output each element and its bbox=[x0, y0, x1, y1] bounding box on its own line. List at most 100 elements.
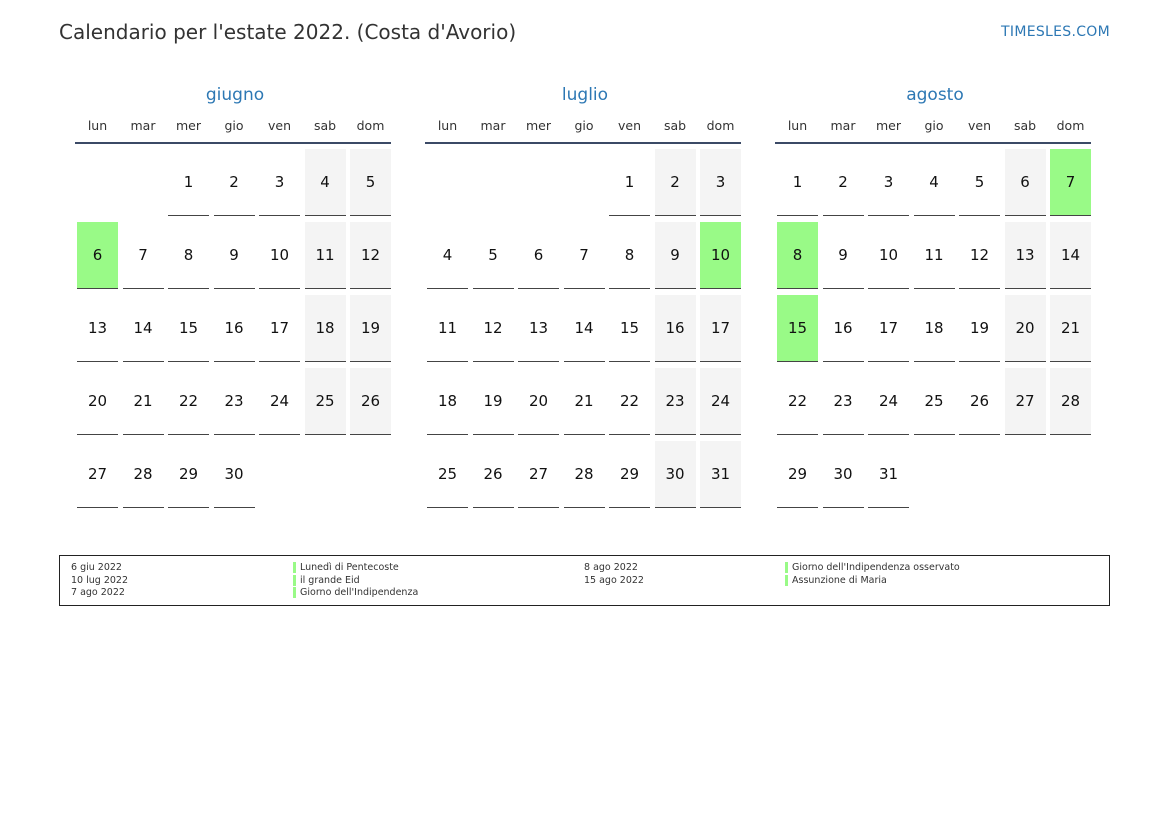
legend-holiday-name: Assunzione di Maria bbox=[785, 574, 887, 586]
day-cell: 29 bbox=[609, 441, 650, 508]
day-grid: 1 2 3 4 5 6 7 8 9 10 11 12 13 14 15 16 17 18 19 20 21 22 23 24 2… bbox=[777, 144, 1093, 510]
weekday-header: lun mar mer gio ven sab dom bbox=[425, 108, 741, 144]
holiday-day-cell: 10 bbox=[700, 222, 741, 289]
holiday-day-cell: 6 bbox=[77, 222, 118, 289]
month-agosto: agosto lun mar mer gio ven sab dom 1 2 3 4 5 6 7 8 9 10 11… bbox=[775, 82, 1093, 510]
day-cell: 13 bbox=[518, 295, 559, 362]
weekday-label: dom bbox=[356, 118, 385, 133]
day-cell: 26 bbox=[350, 368, 391, 435]
day-cell: 28 bbox=[563, 441, 605, 508]
day-cell: 18 bbox=[427, 368, 468, 435]
day-cell: 16 bbox=[654, 295, 696, 362]
day-cell: 24 bbox=[700, 368, 741, 435]
legend-date: 10 lug 2022 bbox=[71, 574, 128, 586]
day-cell: 7 bbox=[122, 222, 164, 289]
day-cell: 12 bbox=[472, 295, 514, 362]
day-cell: 22 bbox=[609, 368, 650, 435]
day-cell: 27 bbox=[77, 441, 118, 508]
day-cell: 21 bbox=[122, 368, 164, 435]
weekday-label: ven bbox=[617, 118, 641, 133]
page-title: Calendario per l'estate 2022. (Costa d'A… bbox=[59, 20, 517, 44]
weekday-label: lun bbox=[787, 118, 808, 133]
day-cell: 10 bbox=[868, 222, 909, 289]
day-cell: 6 bbox=[518, 222, 559, 289]
day-cell: 26 bbox=[959, 368, 1000, 435]
day-cell: 13 bbox=[1004, 222, 1046, 289]
legend-holiday-name: Lunedì di Pentecoste bbox=[293, 562, 399, 573]
weekday-label: sab bbox=[663, 118, 687, 133]
weekday-header: lun mar mer gio ven sab dom bbox=[75, 108, 391, 144]
day-cell: 13 bbox=[77, 295, 118, 362]
day-cell: 18 bbox=[304, 295, 346, 362]
day-cell: 8 bbox=[168, 222, 209, 289]
day-cell: 23 bbox=[822, 368, 864, 435]
site-link[interactable]: TIMESLES.COM bbox=[1001, 24, 1110, 40]
weekday-label: mar bbox=[830, 118, 856, 133]
day-cell: 22 bbox=[168, 368, 209, 435]
day-cell: 8 bbox=[609, 222, 650, 289]
weekday-label: gio bbox=[574, 118, 594, 133]
day-cell: 21 bbox=[563, 368, 605, 435]
weekday-header: lun mar mer gio ven sab dom bbox=[775, 108, 1091, 144]
day-cell: 4 bbox=[913, 149, 955, 216]
weekday-label: sab bbox=[1013, 118, 1037, 133]
day-cell: 27 bbox=[518, 441, 559, 508]
day-cell: 20 bbox=[77, 368, 118, 435]
day-cell: 17 bbox=[259, 295, 300, 362]
weekday-label: mar bbox=[480, 118, 506, 133]
day-cell: 4 bbox=[427, 222, 468, 289]
day-cell: 5 bbox=[959, 149, 1000, 216]
day-cell: 26 bbox=[472, 441, 514, 508]
day-cell: 23 bbox=[213, 368, 255, 435]
day-cell: 11 bbox=[304, 222, 346, 289]
day-cell: 3 bbox=[259, 149, 300, 216]
day-cell: 16 bbox=[822, 295, 864, 362]
day-cell: 2 bbox=[654, 149, 696, 216]
weekday-label: mer bbox=[175, 118, 201, 133]
month-luglio: luglio lun mar mer gio ven sab dom 1 2 3 4 5 6 7 8 9 10 11… bbox=[425, 82, 743, 510]
day-cell: 12 bbox=[959, 222, 1000, 289]
day-cell: 15 bbox=[609, 295, 650, 362]
day-grid: 1 2 3 4 5 6 7 8 9 10 11 12 13 14 15 16 17 18 19 20 21 22 23 24 2… bbox=[77, 144, 393, 510]
legend-date: 6 giu 2022 bbox=[71, 562, 122, 573]
day-cell: 9 bbox=[654, 222, 696, 289]
day-cell: 31 bbox=[700, 441, 741, 508]
day-cell: 30 bbox=[213, 441, 255, 508]
day-cell: 29 bbox=[168, 441, 209, 508]
day-cell: 14 bbox=[563, 295, 605, 362]
month-title: giugno bbox=[205, 85, 265, 105]
legend-holiday-name: il grande Eid bbox=[293, 574, 360, 586]
weekday-label: mar bbox=[130, 118, 156, 133]
day-cell: 15 bbox=[168, 295, 209, 362]
day-cell: 23 bbox=[654, 368, 696, 435]
legend-holiday-name: Giorno dell'Indipendenza osservato bbox=[785, 562, 960, 573]
day-cell: 19 bbox=[959, 295, 1000, 362]
day-cell: 29 bbox=[777, 441, 818, 508]
day-cell: 28 bbox=[1050, 368, 1091, 435]
day-cell: 5 bbox=[472, 222, 514, 289]
day-cell: 2 bbox=[822, 149, 864, 216]
holiday-day-cell: 15 bbox=[777, 295, 818, 362]
weekday-label: gio bbox=[224, 118, 244, 133]
day-cell: 27 bbox=[1004, 368, 1046, 435]
day-cell: 19 bbox=[472, 368, 514, 435]
day-cell: 10 bbox=[259, 222, 300, 289]
day-cell: 14 bbox=[1050, 222, 1091, 289]
day-cell: 21 bbox=[1050, 295, 1091, 362]
day-cell: 14 bbox=[122, 295, 164, 362]
day-cell: 6 bbox=[1004, 149, 1046, 216]
weekday-label: lun bbox=[87, 118, 108, 133]
holiday-legend: 6 giu 2022 Lunedì di Pentecoste 10 lug 202… bbox=[59, 555, 1110, 606]
day-cell: 1 bbox=[609, 149, 650, 216]
weekday-label: lun bbox=[437, 118, 458, 133]
legend-holiday-name: Giorno dell'Indipendenza bbox=[293, 587, 418, 598]
day-cell: 3 bbox=[700, 149, 741, 216]
legend-date: 7 ago 2022 bbox=[71, 587, 125, 598]
day-cell: 24 bbox=[259, 368, 300, 435]
day-cell: 9 bbox=[213, 222, 255, 289]
weekday-label: ven bbox=[967, 118, 991, 133]
day-cell: 5 bbox=[350, 149, 391, 216]
day-cell: 1 bbox=[777, 149, 818, 216]
holiday-day-cell: 7 bbox=[1050, 149, 1091, 216]
day-cell: 16 bbox=[213, 295, 255, 362]
